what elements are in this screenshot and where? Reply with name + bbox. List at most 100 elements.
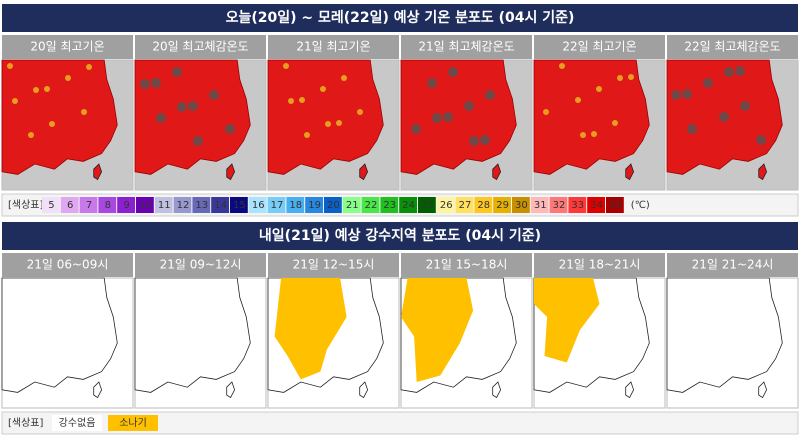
panel-header — [667, 35, 798, 59]
legend-value: 28 — [477, 200, 490, 211]
temp-spot — [156, 113, 166, 123]
island — [625, 381, 635, 399]
legend-swatch — [606, 197, 624, 213]
temp-spot — [591, 131, 597, 137]
legend-value: 6 — [67, 200, 73, 211]
temp-spot — [464, 101, 474, 111]
land — [533, 59, 650, 175]
title-bar — [2, 222, 798, 250]
legend-swatch — [117, 197, 135, 213]
legend-swatch — [399, 197, 417, 213]
legend-value: 18 — [289, 200, 302, 211]
land — [400, 59, 517, 175]
temp-spot — [357, 109, 363, 115]
temp-spot — [151, 78, 161, 88]
legend-value: 33 — [571, 200, 584, 211]
legend-label: [색상표] — [8, 417, 44, 429]
temp-spot — [33, 87, 39, 93]
panel-header — [268, 253, 399, 277]
temp-spot — [177, 102, 187, 112]
legend-swatch — [493, 197, 511, 213]
temp-spot — [44, 86, 50, 92]
legend-value: 24 — [402, 200, 415, 211]
legend-value: 8 — [105, 200, 111, 211]
panel-label: 21일 21~24시 — [692, 258, 774, 272]
panel-label: 21일 06~09시 — [27, 258, 109, 272]
temp-spot — [427, 78, 437, 88]
legend-value: 30 — [515, 200, 528, 211]
temp-spot — [724, 67, 734, 77]
legend-swatch — [79, 197, 98, 213]
temp-spot — [7, 63, 13, 69]
temp-spot — [209, 90, 219, 100]
legend-swatch — [455, 197, 474, 213]
legend-swatch — [342, 197, 361, 213]
legend-swatch — [568, 197, 587, 213]
legend-bar — [1, 411, 799, 435]
panel-header — [2, 253, 133, 277]
legend-value: 7 — [86, 200, 92, 211]
temp-spot — [480, 135, 490, 145]
panel-header — [534, 35, 665, 59]
legend-value: 26 — [440, 200, 453, 211]
island — [359, 381, 369, 399]
legend-swatch — [230, 197, 248, 213]
legend-value: 15 — [233, 200, 246, 211]
land — [666, 277, 783, 393]
temp-spot — [612, 120, 618, 126]
temp-spot — [283, 63, 289, 69]
island — [758, 381, 768, 399]
temp-spot — [432, 113, 442, 123]
island — [359, 163, 369, 181]
legend-value: 27 — [459, 200, 472, 211]
temp-spot — [188, 101, 198, 111]
island — [492, 163, 502, 181]
title-bar — [2, 4, 798, 32]
temp-spot — [703, 78, 713, 88]
legend-swatch — [436, 197, 455, 213]
legend-value: 23 — [383, 200, 396, 211]
legend-value: 10 — [139, 200, 152, 211]
legend-swatch — [474, 197, 493, 213]
panel-label: 20일 최고체감온도 — [152, 40, 248, 54]
temp-spot — [288, 98, 294, 104]
panel-label: 21일 12~15시 — [293, 258, 375, 272]
legend-item: 강수없음 — [59, 416, 96, 429]
legend-swatch — [60, 197, 79, 213]
temp-spot — [575, 97, 581, 103]
legend-swatch — [173, 197, 192, 213]
temp-spot — [325, 121, 331, 127]
temp-spot — [299, 97, 305, 103]
island — [93, 163, 103, 181]
legend-value: 17 — [271, 200, 284, 211]
rain-area — [401, 278, 474, 382]
legend-swatch — [530, 197, 549, 213]
legend-swatch — [286, 197, 305, 213]
temp-spot — [225, 124, 235, 134]
temp-spot — [411, 124, 421, 134]
legend-swatch — [136, 197, 154, 213]
rain-area — [274, 278, 347, 380]
legend-value: 9 — [123, 200, 129, 211]
legend-swatch — [380, 197, 399, 213]
land — [134, 277, 251, 393]
legend-value: 35 — [609, 200, 622, 211]
temp-spot — [86, 64, 92, 70]
temp-spot — [596, 86, 602, 92]
panel-label: 21일 09~12시 — [160, 258, 242, 272]
panel-label: 22일 최고체감온도 — [684, 40, 780, 54]
legend-value: 20 — [327, 200, 340, 211]
legend-swatch — [248, 197, 267, 213]
temp-spot — [580, 132, 586, 138]
land — [134, 59, 251, 175]
temp-spot — [28, 132, 34, 138]
legend-value: 21 — [346, 200, 359, 211]
legend-value: 11 — [158, 200, 171, 211]
island — [758, 163, 768, 181]
legend-value: 22 — [365, 200, 378, 211]
island — [226, 163, 236, 181]
legend-swatch — [52, 415, 102, 431]
legend-swatch — [154, 197, 173, 213]
legend-swatch — [305, 197, 323, 213]
